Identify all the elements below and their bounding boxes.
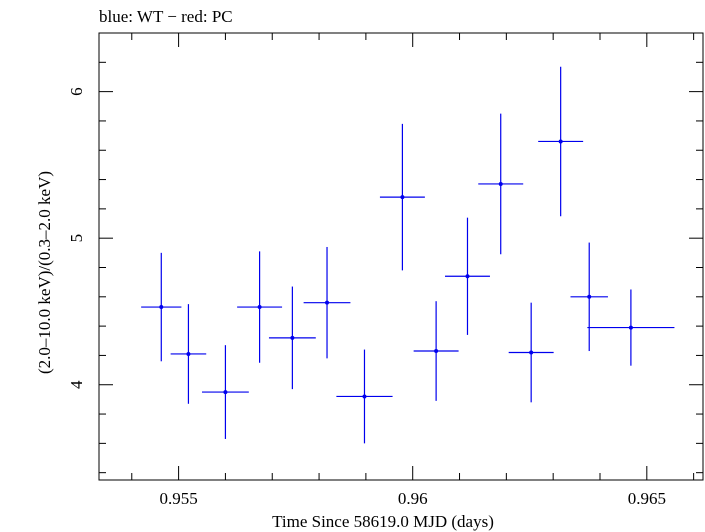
data-points (141, 66, 675, 444)
data-point (303, 246, 351, 359)
data-point (538, 66, 584, 217)
x-tick-label: 0.96 (398, 489, 428, 508)
data-marker (400, 195, 405, 200)
data-marker (434, 349, 439, 354)
data-point (587, 289, 675, 366)
data-marker (186, 351, 191, 356)
chart-title: blue: WT − red: PC (99, 7, 233, 26)
data-marker (529, 350, 534, 355)
data-marker (498, 181, 503, 186)
data-marker (223, 390, 228, 395)
y-tick-label: 6 (67, 87, 86, 96)
data-point (379, 123, 425, 271)
data-point (508, 302, 554, 403)
data-point (570, 242, 608, 352)
data-marker (558, 139, 563, 144)
data-point (413, 301, 459, 401)
x-tick-label: 0.965 (628, 489, 666, 508)
y-tick-label: 4 (67, 380, 86, 389)
data-point (202, 345, 249, 439)
data-point (141, 252, 182, 362)
axis-tick-labels: 0.955 0.96 0.965 4 5 6 (67, 87, 666, 508)
data-point (268, 286, 316, 390)
y-axis-title: (2.0–10.0 keV)/(0.3–2.0 keV) (35, 171, 54, 374)
plot-frame (98, 32, 704, 481)
data-point (237, 251, 283, 363)
data-marker (257, 305, 262, 310)
data-marker (325, 300, 330, 305)
data-marker (362, 394, 367, 399)
axis-ticks (99, 32, 703, 480)
data-marker (628, 325, 633, 330)
x-axis-title: Time Since 58619.0 MJD (days) (272, 512, 494, 531)
data-marker (465, 274, 470, 279)
data-point (170, 304, 207, 404)
data-marker (159, 305, 164, 310)
y-tick-label: 5 (67, 234, 86, 243)
data-point (445, 217, 490, 335)
data-point (478, 113, 524, 255)
data-point (336, 349, 393, 444)
data-marker (587, 294, 592, 299)
data-marker (290, 335, 295, 340)
x-tick-label: 0.955 (159, 489, 197, 508)
